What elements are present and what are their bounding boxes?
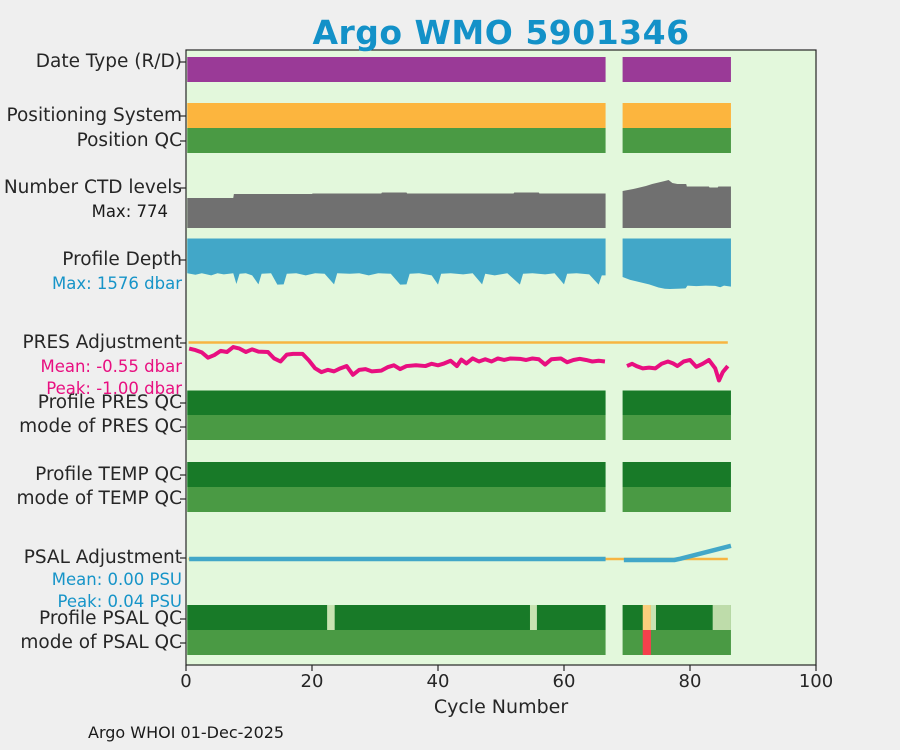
note-pres-peak: Peak: -1.00 dbar (46, 379, 182, 398)
area-ctd_levels (187, 192, 606, 228)
track-label-pres-adjustment: PRES Adjustment (22, 332, 182, 353)
axes-box (185, 49, 817, 666)
track-label-profile-depth: Profile Depth (62, 249, 182, 270)
track-label-profile-psal-qc: Profile PSAL QC (39, 608, 182, 629)
area-ctd_levels (622, 180, 731, 228)
track-label-psal-adjustment: PSAL Adjustment (23, 547, 182, 568)
footer-attribution: Argo WHOI 01-Dec-2025 (88, 723, 285, 742)
note-psal-peak: Peak: 0.04 PSU (57, 592, 182, 611)
x-tick-40: 40 (426, 671, 450, 692)
band-profile_psal_qc (187, 605, 606, 630)
band-positioning (622, 103, 731, 128)
track-label-profile-temp-qc: Profile TEMP QC (35, 464, 182, 485)
band-mode_pres_qc (622, 415, 731, 440)
x-axis-label: Cycle Number (433, 696, 569, 718)
x-tick-20: 20 (300, 671, 324, 692)
line-psal_adj (623, 543, 732, 563)
band-overlay-profile_psal_qc (650, 605, 656, 630)
x-tick-100: 100 (798, 671, 834, 692)
track-label-date-type: Date Type (R/D) (35, 51, 182, 72)
area-profile_depth (187, 238, 606, 285)
track-label-mode-psal-qc: mode of PSAL QC (20, 632, 182, 653)
band-profile_temp_qc (187, 462, 606, 487)
band-mode_pres_qc (187, 415, 606, 440)
band-mode_temp_qc (187, 487, 606, 512)
track-label-mode-temp-qc: mode of TEMP QC (16, 488, 182, 509)
band-position_qc (187, 128, 606, 153)
band-positioning (187, 103, 606, 128)
x-tick-60: 60 (552, 671, 576, 692)
band-overlay-mode_psal_qc (642, 630, 651, 655)
band-profile_pres_qc (622, 390, 731, 415)
track-label-positioning: Positioning System (6, 105, 182, 126)
band-overlay-profile_psal_qc (712, 605, 731, 630)
x-tick-0: 0 (180, 671, 192, 692)
band-overlay-profile_psal_qc (529, 605, 537, 630)
band-mode_psal_qc (622, 630, 731, 655)
track-label-mode-pres-qc: mode of PRES QC (19, 416, 182, 437)
note-depth-max: Max: 1576 dbar (52, 274, 182, 293)
line-pres_adj (188, 345, 606, 377)
note-ctd-max: Max: 774 (91, 202, 168, 221)
band-date_type (187, 57, 606, 82)
band-mode_psal_qc (187, 630, 606, 655)
track-label-ctd-levels: Number CTD levels (3, 177, 182, 198)
track-label-position-qc: Position QC (76, 130, 182, 151)
note-pres-mean: Mean: -0.55 dbar (40, 357, 182, 376)
band-position_qc (622, 128, 731, 153)
band-date_type (622, 57, 731, 82)
page-title: Argo WMO 5901346 (312, 13, 690, 52)
band-mode_temp_qc (622, 487, 731, 512)
area-profile_depth (622, 238, 731, 289)
band-profile_temp_qc (622, 462, 731, 487)
band-overlay-profile_psal_qc (642, 605, 651, 630)
band-overlay-profile_psal_qc (327, 605, 335, 630)
line-pres_adj (626, 357, 730, 383)
track-label-profile-pres-qc: Profile PRES QC (37, 392, 182, 413)
band-profile_pres_qc (187, 390, 606, 415)
x-tick-80: 80 (678, 671, 702, 692)
note-psal-mean: Mean: 0.00 PSU (51, 570, 182, 589)
